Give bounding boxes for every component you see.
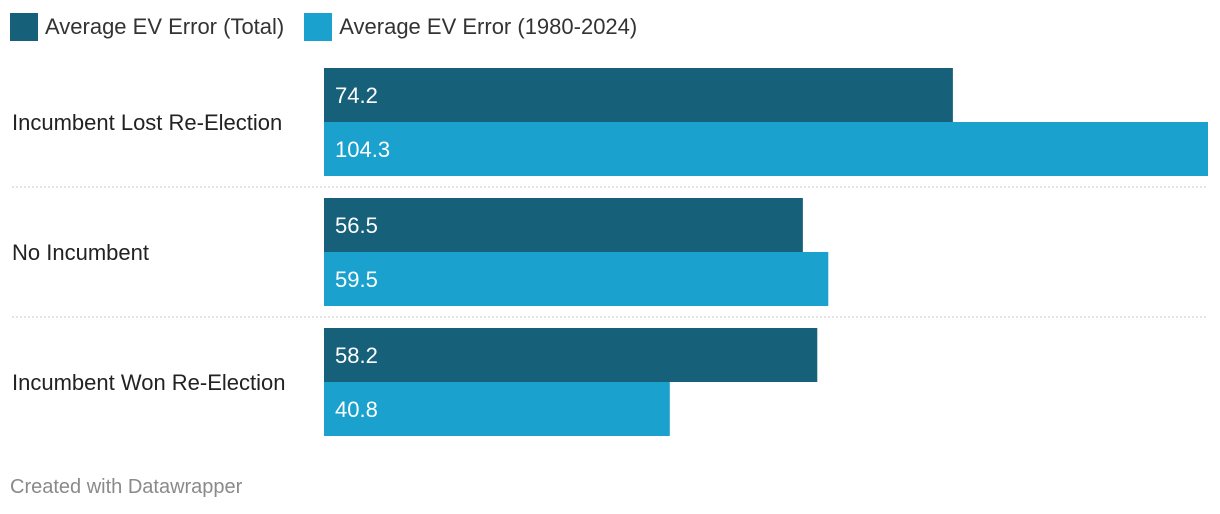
category-label-no-incumbent: No Incumbent — [12, 240, 149, 265]
bar-no-incumbent-series-1 — [324, 198, 803, 252]
value-label-incumbent-lost-re-election-series-1: 74.2 — [335, 83, 378, 108]
bar-incumbent-won-re-election-series-1 — [324, 328, 818, 382]
footer-credit: Created with Datawrapper — [10, 476, 243, 498]
bar-incumbent-lost-re-election-series-1 — [324, 68, 953, 122]
bar-chart: Incumbent Lost Re-Election 74.2 104.3 No In… — [12, 68, 1208, 436]
legend-item-1980-2024: Average EV Error (1980-2024) — [304, 13, 637, 41]
value-label-incumbent-won-re-election-series-1: 58.2 — [335, 343, 378, 368]
value-label-incumbent-lost-re-election-series-2: 104.3 — [335, 137, 390, 162]
legend-swatch-1980-2024 — [304, 13, 333, 41]
bar-no-incumbent-series-2 — [324, 252, 829, 306]
value-label-no-incumbent-series-1: 56.5 — [335, 213, 378, 238]
category-label-incumbent-lost-re-election: Incumbent Lost Re-Election — [12, 110, 282, 135]
legend-swatch-total — [10, 13, 38, 41]
legend-item-total: Average EV Error (Total) — [10, 13, 284, 41]
legend-label-total: Average EV Error (Total) — [45, 14, 285, 39]
legend: Average EV Error (Total) Average EV Erro… — [10, 10, 657, 44]
bar-incumbent-won-re-election-series-2 — [324, 382, 670, 436]
bar-incumbent-lost-re-election-series-2 — [324, 122, 1208, 176]
value-label-no-incumbent-series-2: 59.5 — [335, 267, 378, 292]
legend-label-1980-2024: Average EV Error (1980-2024) — [339, 14, 638, 39]
category-label-incumbent-won-re-election: Incumbent Won Re-Election — [12, 370, 286, 395]
value-label-incumbent-won-re-election-series-2: 40.8 — [335, 397, 378, 422]
